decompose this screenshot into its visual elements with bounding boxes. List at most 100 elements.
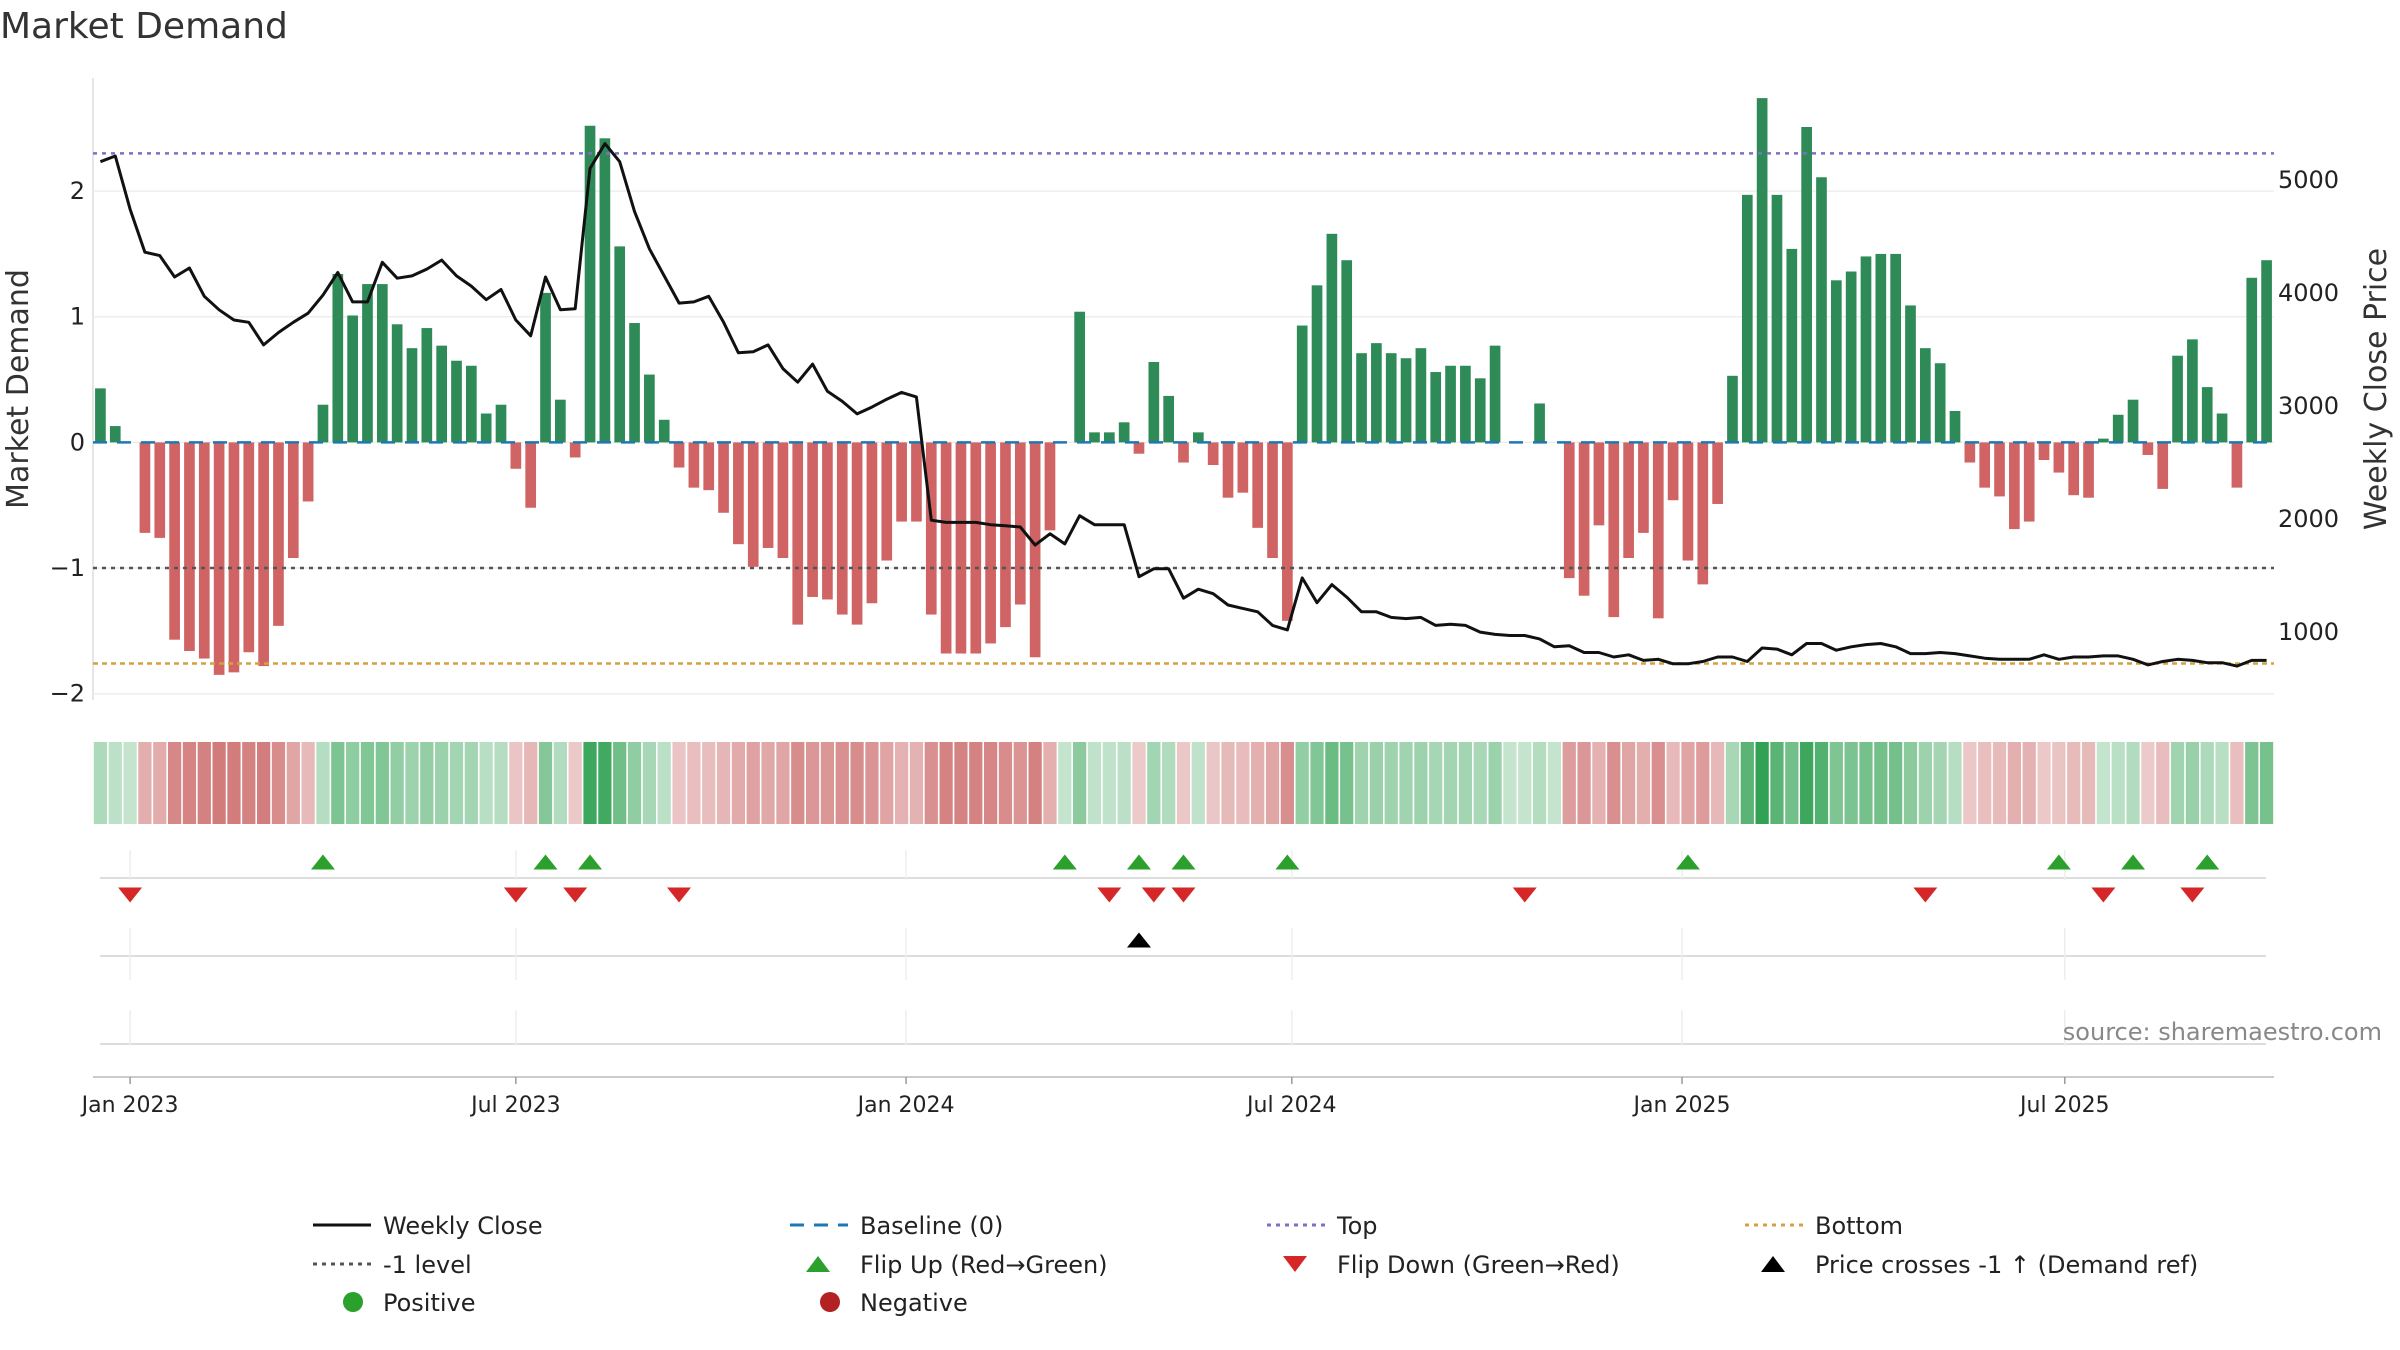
- y2-tick-label: 3000: [2278, 392, 2339, 420]
- heat-cell: [2067, 742, 2081, 824]
- heat-cell: [2141, 742, 2155, 824]
- demand-bar: [1919, 348, 1931, 443]
- demand-bar: [1638, 442, 1649, 533]
- demand-bar: [2038, 442, 2050, 460]
- demand-bar: [480, 413, 492, 443]
- y2-tick-label: 2000: [2278, 505, 2339, 533]
- heat-cell: [1503, 742, 1517, 824]
- demand-bar: [273, 442, 284, 626]
- heat-cell: [1800, 742, 1814, 824]
- heat-cell: [1295, 742, 1309, 824]
- demand-bar: [1163, 395, 1175, 443]
- heat-cell: [791, 742, 805, 824]
- heat-cell: [1384, 742, 1398, 824]
- demand-bar: [376, 284, 388, 443]
- x-tick-label: Jul 2024: [1245, 1093, 1337, 1118]
- demand-bar: [1771, 194, 1783, 443]
- heat-cell: [909, 742, 924, 824]
- demand-bar: [1697, 442, 1709, 585]
- heat-cell: [1176, 742, 1191, 824]
- heat-cell: [1058, 742, 1072, 824]
- heat-cell: [524, 742, 538, 824]
- heat-cell: [969, 742, 983, 824]
- flip-down-marker: [1171, 887, 1196, 903]
- heat-cell: [820, 742, 835, 824]
- demand-bar: [1326, 233, 1338, 443]
- demand-bar: [629, 323, 640, 443]
- y-tick-label: −1: [50, 554, 85, 582]
- demand-bar: [1460, 365, 1471, 443]
- demand-bar: [258, 442, 269, 667]
- heat-cell: [1414, 742, 1428, 824]
- heat-cell: [850, 742, 864, 824]
- heat-cell: [108, 742, 122, 824]
- heat-cell: [494, 742, 508, 824]
- heat-cell: [1963, 742, 1977, 824]
- y-axis-title: Market Demand: [1, 269, 36, 509]
- flip-up-marker: [533, 854, 558, 870]
- demand-bar: [169, 442, 180, 640]
- demand-bar: [451, 360, 462, 443]
- demand-bar: [881, 442, 893, 561]
- heat-cell: [1992, 742, 2007, 824]
- demand-bar: [1608, 442, 1620, 618]
- demand-bar: [1089, 432, 1100, 443]
- demand-bar: [1712, 442, 1723, 504]
- heat-cell: [257, 742, 271, 824]
- y2-tick-label: 4000: [2278, 279, 2339, 307]
- demand-bar: [510, 442, 522, 469]
- heat-cell: [2007, 742, 2021, 824]
- heat-cell: [627, 742, 642, 824]
- demand-bar: [1385, 353, 1397, 443]
- heat-cell: [123, 742, 137, 824]
- demand-bar: [555, 399, 566, 443]
- heat-cell: [805, 742, 820, 824]
- demand-bar: [243, 442, 255, 653]
- demand-bar: [718, 442, 729, 513]
- demand-bar: [1890, 253, 1902, 443]
- heat-cell: [1903, 742, 1918, 824]
- demand-bar: [1667, 442, 1679, 501]
- x-tick-label: Jan 2024: [856, 1093, 955, 1118]
- demand-bar: [1623, 442, 1634, 559]
- heat-cell: [1518, 742, 1532, 824]
- heat-cell: [1978, 742, 1992, 824]
- demand-bar: [940, 442, 952, 654]
- demand-bar: [198, 442, 210, 659]
- demand-bar: [184, 442, 195, 651]
- demand-bar: [95, 388, 106, 443]
- heat-cell: [702, 742, 716, 824]
- heat-cell: [286, 742, 300, 824]
- demand-bar: [1000, 442, 1011, 628]
- x-tick-label: Jan 2025: [1632, 1093, 1731, 1118]
- demand-bar: [139, 442, 151, 533]
- demand-bar: [2068, 442, 2080, 496]
- flip-down-marker: [1512, 887, 1537, 903]
- demand-bar: [614, 246, 626, 443]
- heat-cell: [138, 742, 152, 824]
- legend-label: Flip Down (Green→Red): [1337, 1251, 1620, 1279]
- demand-bar: [1652, 442, 1664, 619]
- heat-cell: [924, 742, 938, 824]
- heat-cell: [375, 742, 389, 824]
- heat-cell: [954, 742, 968, 824]
- heat-cell: [716, 742, 731, 824]
- demand-bar: [347, 315, 358, 443]
- heat-cell: [1310, 742, 1324, 824]
- demand-bar: [525, 442, 537, 508]
- heat-cell: [271, 742, 286, 824]
- heat-cell: [390, 742, 404, 824]
- demand-bar: [911, 442, 922, 522]
- x-axis: Jan 2023 Jul 2023 Jan 2024 Jul 2024 Jan 2025…: [80, 1077, 2110, 1118]
- heat-cell: [1458, 742, 1473, 824]
- heat-cell: [1013, 742, 1027, 824]
- heat-cell: [1265, 742, 1280, 824]
- demand-bar: [332, 274, 344, 443]
- flip-down-marker: [2091, 887, 2116, 903]
- demand-bar: [391, 324, 403, 443]
- legend: Weekly Close Baseline (0) Top Bottom -1 leve…: [313, 1212, 2198, 1317]
- demand-bar: [495, 404, 507, 443]
- heat-cell: [1043, 742, 1057, 824]
- heat-cell: [672, 742, 686, 824]
- heat-cell: [1162, 742, 1176, 824]
